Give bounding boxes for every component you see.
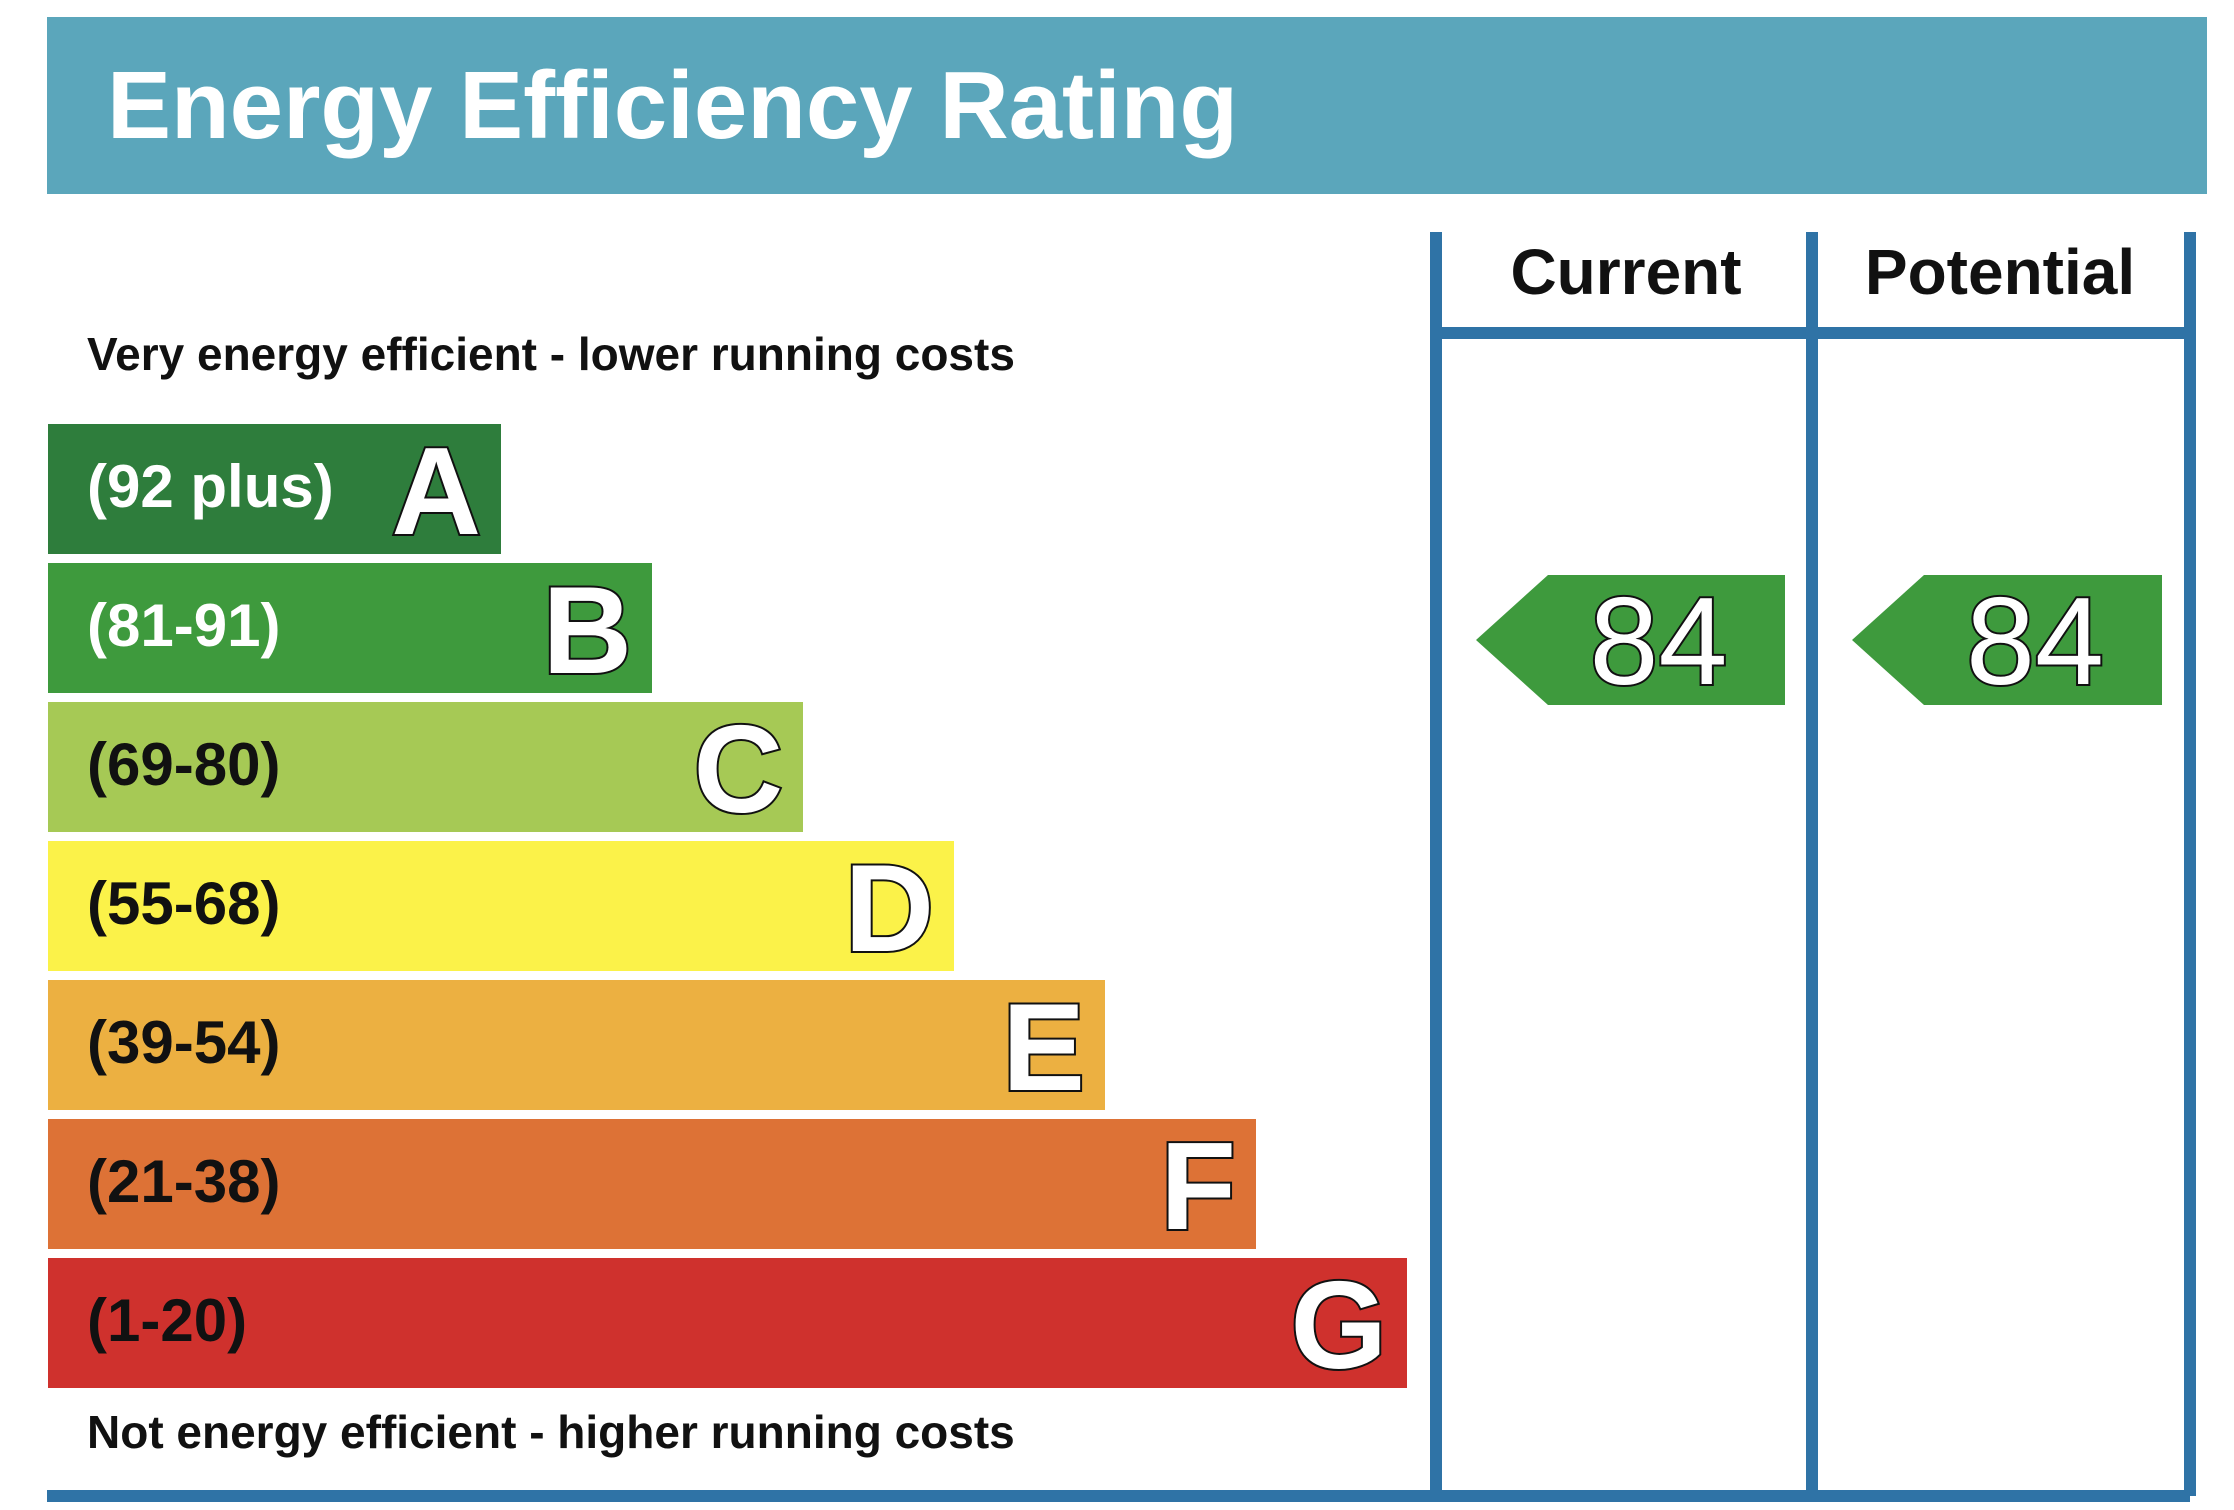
- potential-rating-arrow: [1852, 575, 2162, 705]
- current-rating-value: 84: [1590, 573, 1728, 711]
- band-a-range: (92 plus): [87, 453, 334, 520]
- potential-rating-value: 84: [1966, 573, 2104, 711]
- band-e-range: (39-54): [87, 1009, 280, 1076]
- band-c-letter: C: [693, 701, 783, 839]
- bottom-efficiency-note: Not energy efficient - higher running co…: [87, 1406, 1015, 1458]
- band-a-bar: [48, 424, 501, 554]
- current-column-header: Current: [1510, 236, 1741, 308]
- band-g-letter: G: [1291, 1257, 1387, 1395]
- top-efficiency-note: Very energy efficient - lower running co…: [87, 328, 1015, 380]
- header-bar: [47, 17, 2207, 194]
- band-e-letter: E: [1002, 979, 1085, 1117]
- band-d-bar: [48, 841, 954, 971]
- band-c-range: (69-80): [87, 731, 280, 798]
- rating-bands: (92 plus) A (81-91) B (69-80) C (55-68) D (39-54…: [48, 421, 1407, 1397]
- band-f-range: (21-38): [87, 1148, 280, 1215]
- band-b-bar: [48, 563, 652, 693]
- chart-title: Energy Efficiency Rating: [107, 52, 1238, 159]
- band-b-range: (81-91): [87, 592, 280, 659]
- current-rating-arrow: [1476, 575, 1785, 705]
- band-f-bar: [48, 1119, 1256, 1249]
- band-g-range: (1-20): [87, 1287, 247, 1354]
- band-a-letter: A: [391, 423, 481, 561]
- band-c-bar: [48, 702, 803, 832]
- column-frame: [47, 232, 2196, 1502]
- band-d-range: (55-68): [87, 870, 280, 937]
- band-e-bar: [48, 980, 1105, 1110]
- band-g-bar: [48, 1258, 1407, 1388]
- band-b-letter: B: [542, 562, 632, 700]
- band-d-letter: D: [844, 840, 934, 978]
- potential-column-header: Potential: [1865, 236, 2135, 308]
- band-f-letter: F: [1160, 1118, 1236, 1256]
- rating-indicators: 84 84: [1476, 571, 2162, 713]
